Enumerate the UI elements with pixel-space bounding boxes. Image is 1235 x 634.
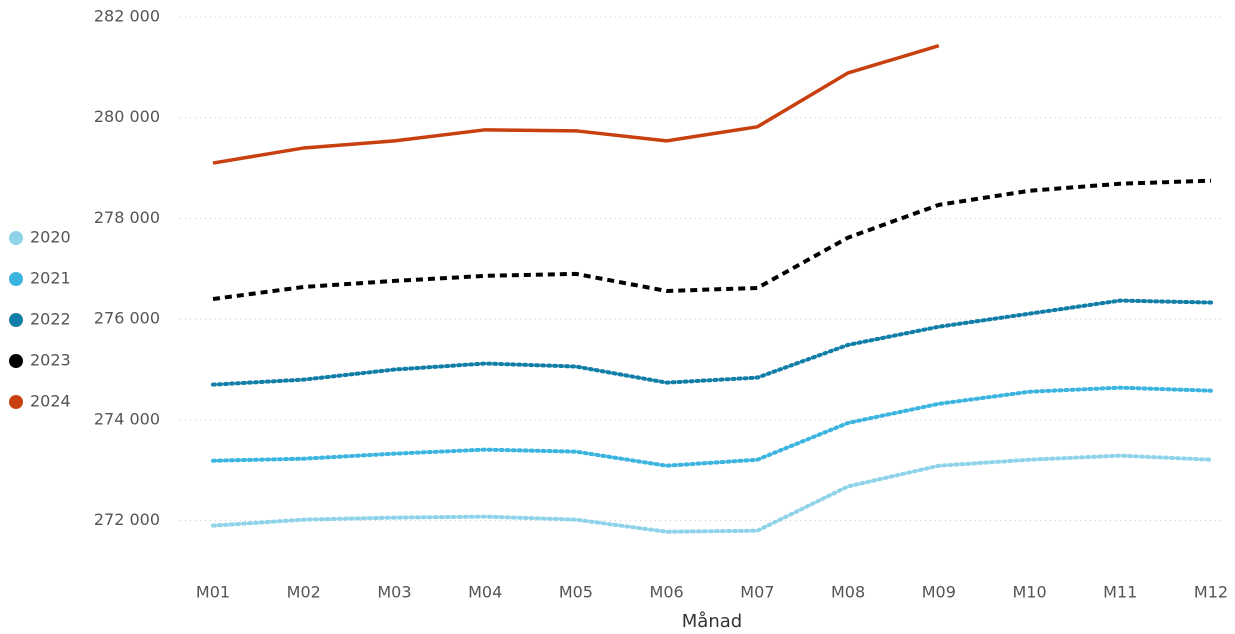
x-axis-title: Månad bbox=[682, 611, 742, 632]
legend-label: 2022 bbox=[30, 310, 71, 329]
x-tick-label: M02 bbox=[287, 583, 321, 602]
x-tick-label: M06 bbox=[650, 583, 684, 602]
y-tick-label: 272 000 bbox=[94, 510, 160, 529]
legend-marker bbox=[9, 231, 23, 245]
x-tick-label: M05 bbox=[559, 583, 593, 602]
y-tick-label: 280 000 bbox=[94, 107, 160, 126]
y-tick-label: 278 000 bbox=[94, 208, 160, 227]
x-tick-label: M07 bbox=[740, 583, 774, 602]
y-tick-label: 276 000 bbox=[94, 309, 160, 328]
series-line bbox=[211, 298, 1213, 387]
series-line bbox=[212, 178, 1212, 302]
x-tick-label: M03 bbox=[377, 583, 411, 602]
legend-marker bbox=[9, 272, 23, 286]
y-tick-label: 274 000 bbox=[94, 409, 160, 428]
series-line bbox=[211, 453, 1213, 534]
legend-label: 2021 bbox=[30, 269, 71, 288]
x-tick-label: M09 bbox=[922, 583, 956, 602]
legend-label: 2023 bbox=[30, 351, 71, 370]
x-tick-label: M01 bbox=[196, 583, 230, 602]
legend-marker bbox=[9, 313, 23, 327]
x-tick-label: M10 bbox=[1012, 583, 1046, 602]
legend-label: 2024 bbox=[30, 392, 71, 411]
x-tick-label: M11 bbox=[1103, 583, 1137, 602]
series-line bbox=[211, 385, 1213, 468]
x-tick-label: M04 bbox=[468, 583, 502, 602]
legend-marker bbox=[9, 395, 23, 409]
x-tick-label: M08 bbox=[831, 583, 865, 602]
series-line bbox=[212, 44, 940, 165]
legend-marker bbox=[9, 354, 23, 368]
x-tick-label: M12 bbox=[1194, 583, 1228, 602]
legend-label: 2020 bbox=[30, 228, 71, 247]
y-tick-label: 282 000 bbox=[94, 7, 160, 26]
